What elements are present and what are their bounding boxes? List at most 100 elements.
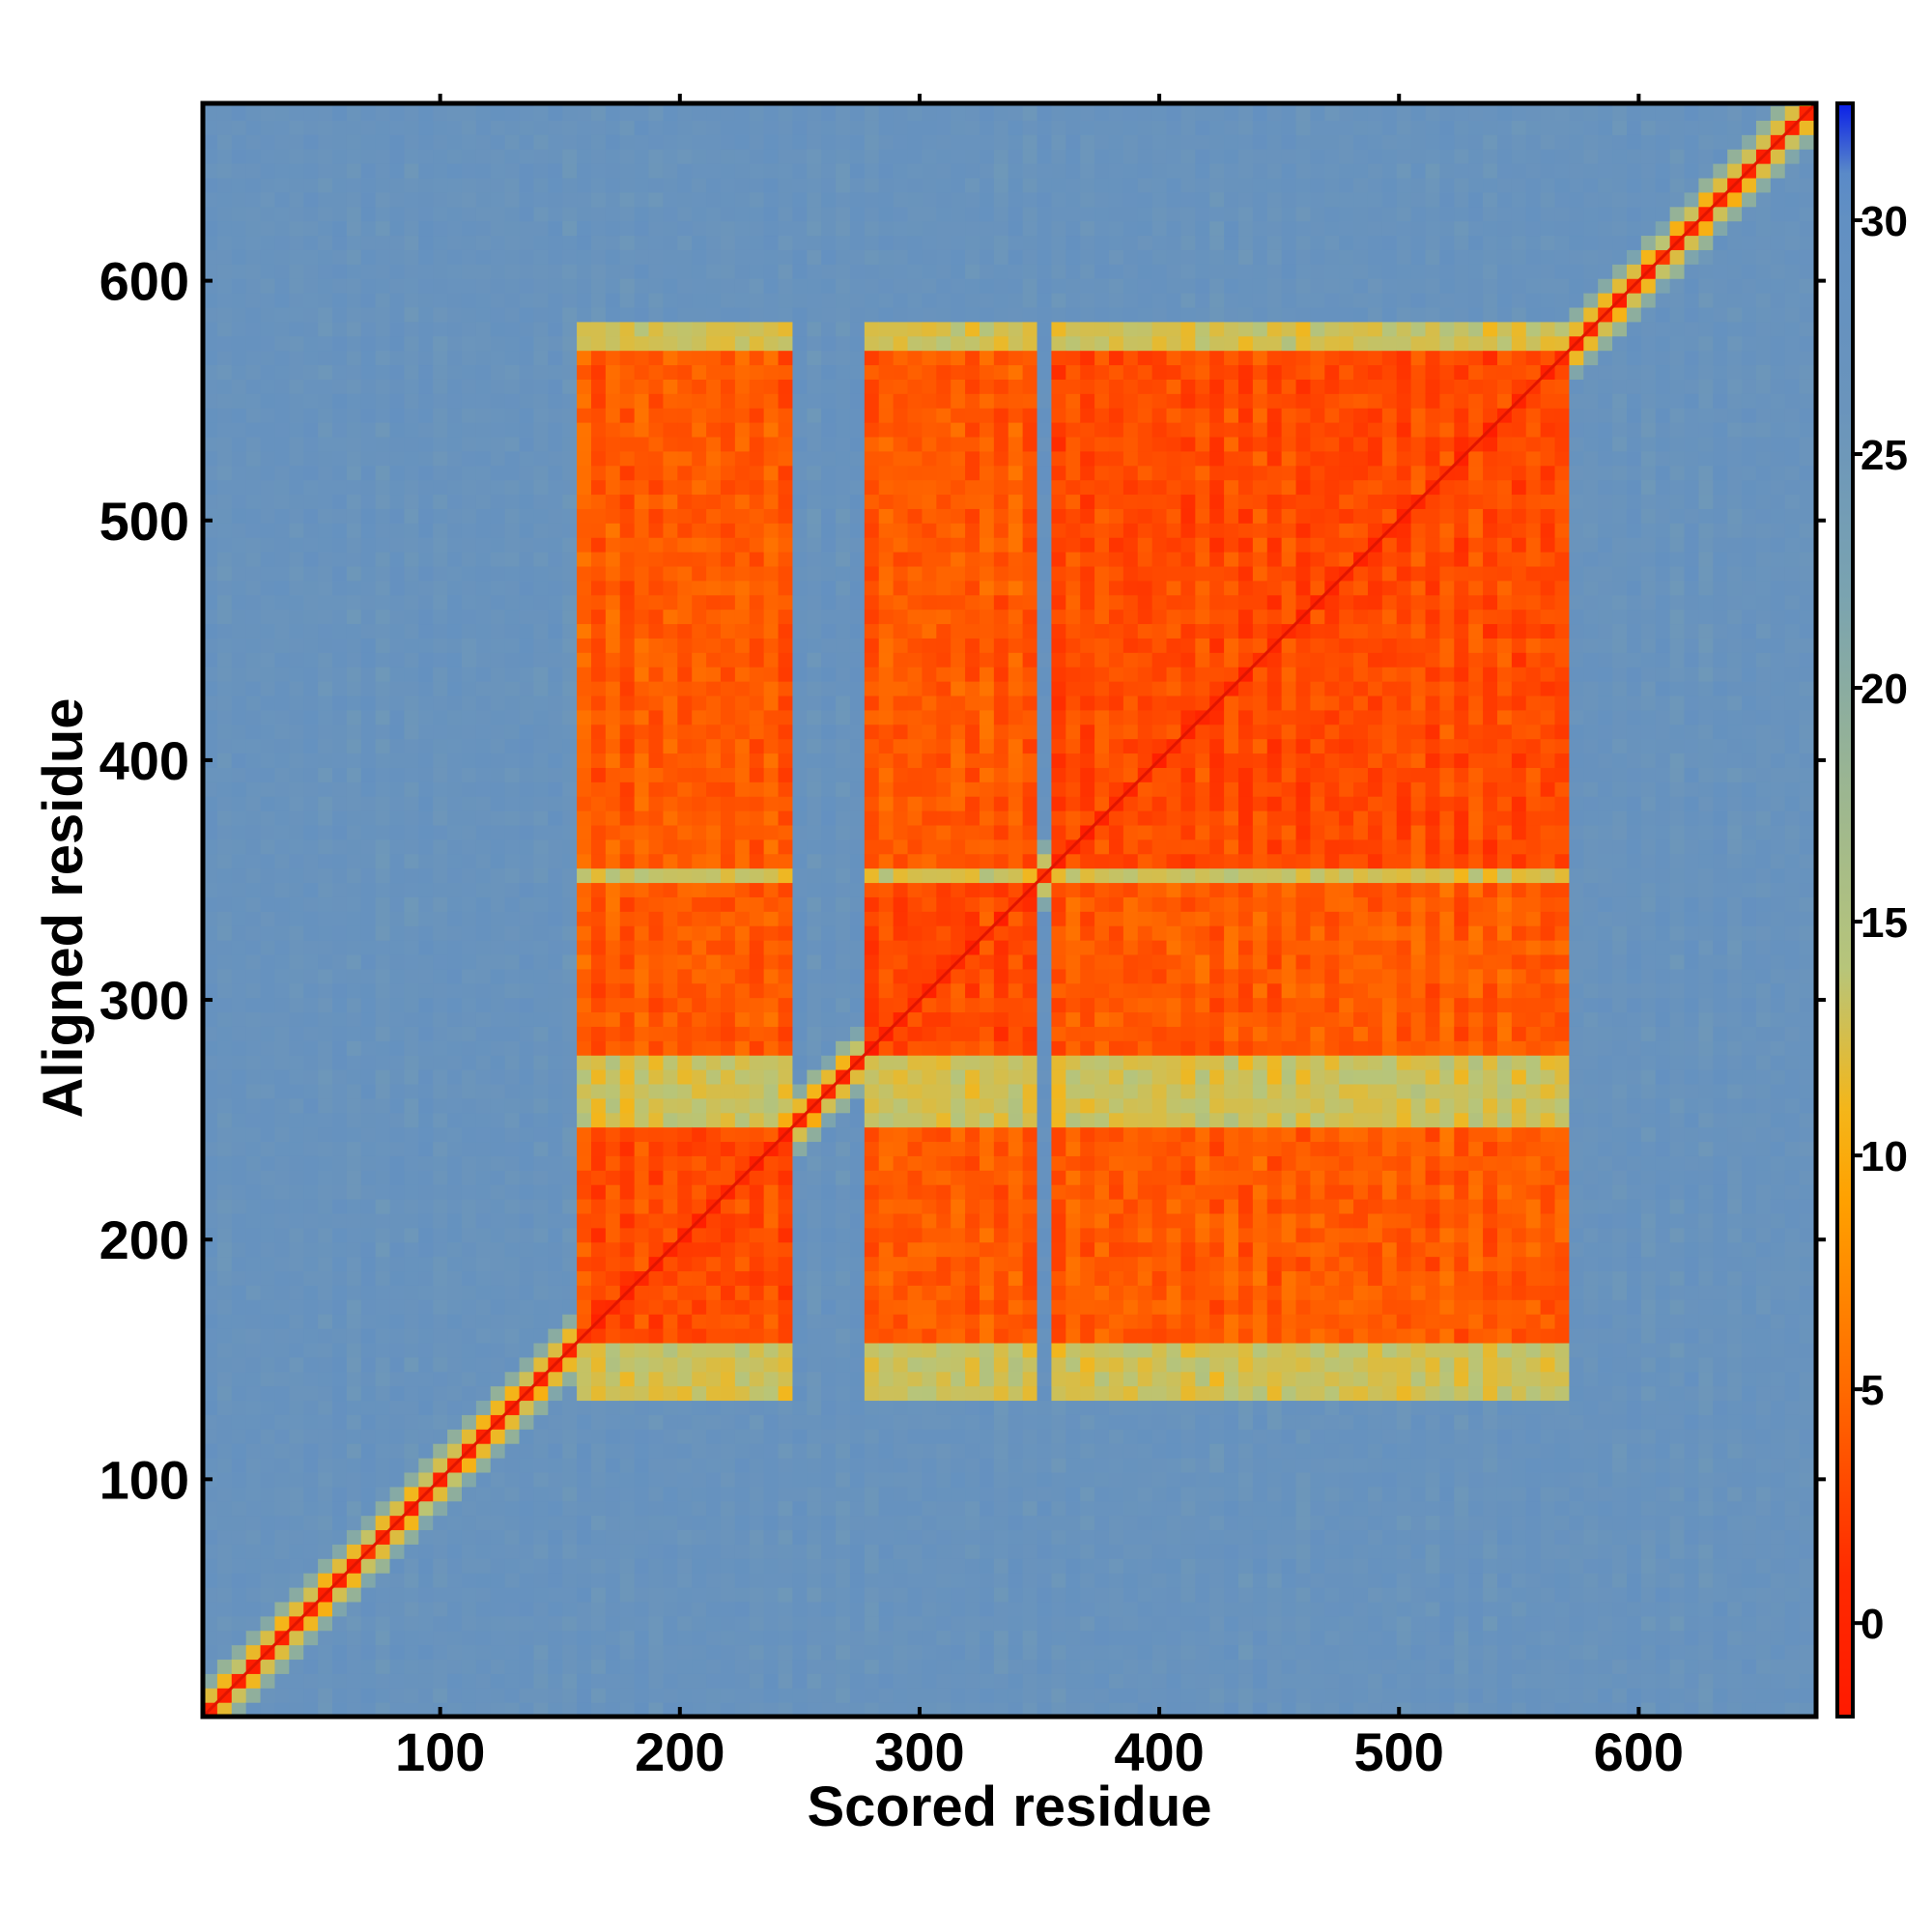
heatmap-cell	[792, 249, 808, 265]
heatmap-cell	[706, 149, 722, 164]
heatmap-cell	[590, 1184, 607, 1200]
heatmap-cell	[260, 379, 276, 394]
heatmap-cell	[577, 1414, 592, 1430]
heatmap-cell	[389, 306, 406, 323]
heatmap-cell	[634, 235, 650, 250]
heatmap-cell	[577, 1471, 592, 1488]
heatmap-cell	[504, 1673, 521, 1689]
heatmap-cell	[836, 1702, 851, 1717]
heatmap-cell	[763, 623, 780, 639]
heatmap-cell	[447, 1601, 463, 1617]
heatmap-cell	[245, 293, 262, 308]
heatmap-cell	[648, 738, 665, 754]
heatmap-cell	[346, 810, 362, 826]
heatmap-cell	[548, 982, 563, 999]
heatmap-cell	[720, 1500, 736, 1517]
heatmap-cell	[346, 1385, 362, 1402]
heatmap-cell	[720, 695, 736, 711]
heatmap-cell	[519, 1471, 535, 1488]
heatmap-cell	[577, 1126, 592, 1143]
heatmap-cell	[692, 264, 707, 279]
heatmap-cell	[548, 1199, 563, 1214]
heatmap-cell	[663, 1515, 678, 1531]
heatmap-cell	[734, 1256, 751, 1272]
heatmap-cell	[389, 1299, 406, 1315]
heatmap-cell	[360, 1314, 377, 1329]
heatmap-cell	[289, 667, 304, 682]
heatmap-cell	[203, 1414, 218, 1430]
heatmap-cell	[360, 1299, 377, 1315]
heatmap-cell	[231, 997, 247, 1013]
heatmap-cell	[778, 206, 794, 222]
heatmap-cell	[260, 896, 276, 912]
heatmap-cell	[461, 264, 477, 279]
heatmap-cell	[303, 1659, 319, 1674]
heatmap-cell	[821, 1601, 837, 1617]
heatmap-cell	[533, 163, 549, 179]
heatmap-cell	[577, 911, 592, 926]
heatmap-cell	[245, 652, 262, 668]
heatmap-cell	[577, 724, 592, 740]
heatmap-cell	[404, 134, 419, 150]
heatmap-cell	[504, 523, 521, 538]
heatmap-cell	[548, 738, 563, 754]
heatmap-cell	[577, 465, 592, 481]
heatmap-cell	[231, 494, 247, 509]
heatmap-cell	[475, 623, 492, 639]
heatmap-cell	[375, 1011, 391, 1027]
heatmap-cell	[318, 1630, 333, 1646]
heatmap-cell	[763, 724, 780, 740]
heatmap-cell	[577, 552, 592, 567]
heatmap-cell	[318, 1069, 333, 1085]
heatmap-cell	[203, 523, 218, 538]
heatmap-cell	[260, 1573, 276, 1588]
heatmap-cell	[590, 838, 607, 855]
heatmap-cell	[706, 997, 722, 1013]
heatmap-cell	[203, 393, 218, 409]
heatmap-cell	[619, 408, 636, 423]
heatmap-cell	[634, 1342, 650, 1358]
heatmap-cell	[590, 350, 607, 366]
heatmap-cell	[706, 220, 722, 237]
heatmap-cell	[231, 953, 247, 970]
heatmap-cell	[447, 134, 463, 150]
heatmap-cell	[663, 1026, 678, 1041]
heatmap-cell	[203, 565, 218, 582]
heatmap-cell	[533, 767, 549, 782]
heatmap-cell	[433, 149, 448, 164]
heatmap-cell	[821, 206, 837, 222]
heatmap-cell	[231, 1055, 247, 1070]
heatmap-cell	[648, 408, 665, 423]
heatmap-cell	[303, 1515, 319, 1531]
heatmap-cell	[216, 695, 233, 711]
heatmap-cell	[461, 508, 477, 524]
heatmap-cell	[749, 494, 765, 509]
heatmap-cell	[332, 293, 348, 308]
heatmap-cell	[404, 1141, 419, 1156]
heatmap-cell	[706, 163, 722, 179]
heatmap-cell	[303, 911, 319, 926]
heatmap-cell	[749, 1587, 765, 1603]
heatmap-cell	[533, 1170, 549, 1185]
heatmap-cell	[433, 911, 448, 926]
heatmap-cell	[548, 638, 563, 653]
heatmap-cell	[821, 321, 837, 337]
heatmap-cell	[303, 1170, 319, 1185]
heatmap-cell	[447, 1371, 463, 1387]
heatmap-cell	[677, 422, 693, 438]
heatmap-cell	[404, 264, 419, 279]
heatmap-cell	[245, 824, 262, 840]
heatmap-cell	[778, 1486, 794, 1502]
heatmap-cell	[318, 379, 333, 394]
heatmap-cell	[533, 105, 549, 121]
heatmap-cell	[461, 1515, 477, 1531]
heatmap-cell	[548, 264, 563, 279]
heatmap-cell	[231, 767, 247, 782]
heatmap-cell	[490, 681, 506, 696]
heatmap-cell	[260, 695, 276, 711]
heatmap-cell	[360, 997, 377, 1013]
heatmap-cell	[562, 177, 578, 193]
heatmap-cell	[648, 853, 665, 869]
heatmap-cell	[763, 408, 780, 423]
heatmap-cell	[203, 882, 218, 897]
